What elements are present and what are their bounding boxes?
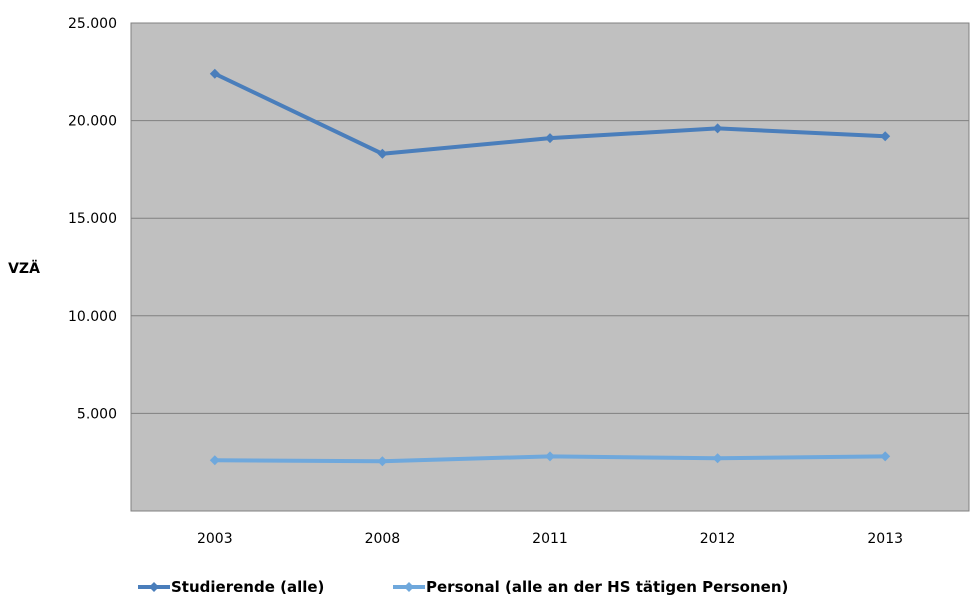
data-point [712, 123, 723, 134]
x-axis-ticks: 2003 2008 2011 2012 2013 [197, 531, 903, 547]
legend-marker-personal [404, 582, 414, 592]
y-tick-label: 25.000 [68, 16, 117, 32]
y-tick-label: 15.000 [68, 211, 117, 227]
data-point [377, 148, 388, 159]
data-point [209, 68, 220, 79]
legend-item-personal: Personal (alle an der HS tätigen Persone… [393, 578, 788, 596]
data-point [880, 131, 891, 142]
data-point [377, 456, 388, 467]
x-tick-label: 2013 [867, 531, 903, 547]
gridlines [131, 22, 969, 414]
series-lines [209, 68, 891, 467]
legend-label-personal: Personal (alle an der HS tätigen Persone… [426, 578, 788, 596]
x-tick-label: 2003 [197, 531, 233, 547]
data-point [209, 455, 220, 466]
legend: Studierende (alle) Personal (alle an der… [138, 578, 788, 596]
x-tick-label: 2008 [365, 531, 401, 547]
legend-marker-studierende [149, 582, 159, 592]
data-point [712, 453, 723, 464]
data-point [545, 451, 555, 462]
data-point [880, 451, 891, 462]
y-tick-label: 5.000 [77, 406, 117, 422]
y-axis-ticks: 5.000 10.000 15.000 20.000 25.000 [68, 16, 117, 422]
x-tick-label: 2012 [700, 531, 736, 547]
plot-area [130, 22, 970, 512]
legend-item-studierende: Studierende (alle) [138, 578, 324, 596]
y-axis-label: VZÄ [8, 260, 40, 277]
y-tick-label: 20.000 [68, 114, 117, 130]
data-point [545, 133, 555, 144]
y-tick-label: 10.000 [68, 309, 117, 325]
x-tick-label: 2011 [532, 531, 568, 547]
legend-label-studierende: Studierende (alle) [171, 578, 324, 596]
